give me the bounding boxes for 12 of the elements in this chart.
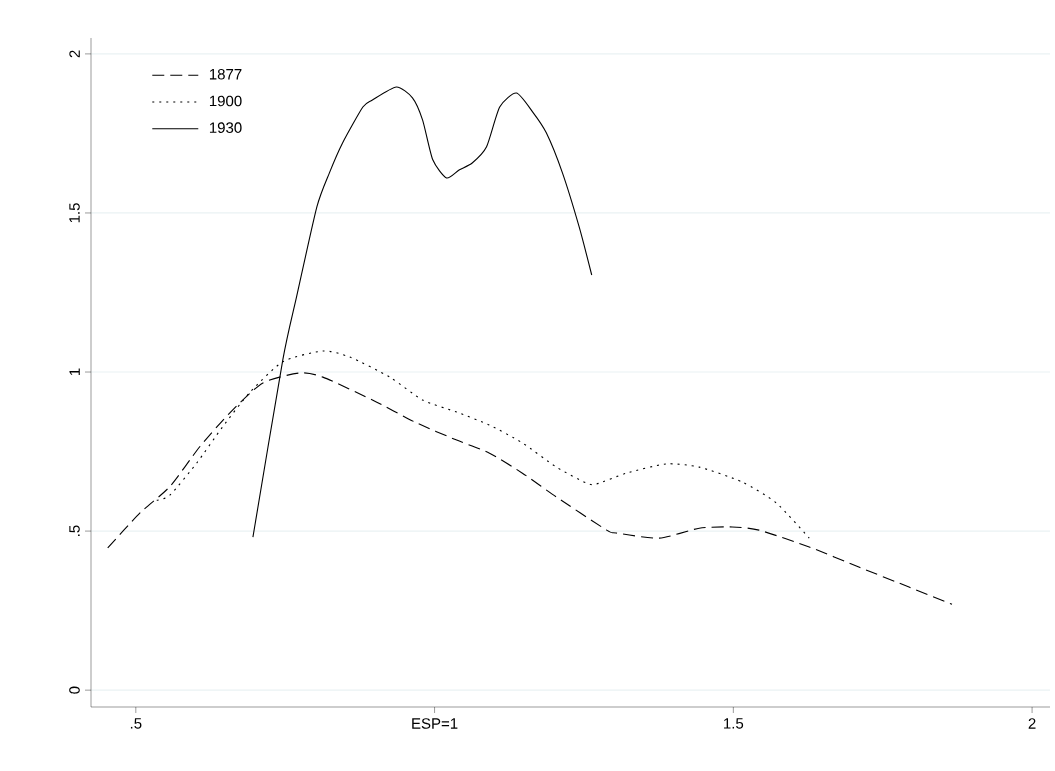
y-tick-label: 1.5 bbox=[69, 203, 80, 223]
y-tick-label: .5 bbox=[69, 525, 80, 536]
x-tick-label: ESP=1 bbox=[412, 718, 458, 729]
legend-label: 1877 bbox=[209, 68, 242, 80]
x-tick-label: 1.5 bbox=[724, 718, 744, 729]
y-tick-label: 0 bbox=[69, 686, 80, 694]
y-tick-label: 1 bbox=[69, 368, 80, 376]
x-tick-label: .5 bbox=[130, 718, 142, 729]
y-tick-label: 2 bbox=[69, 50, 80, 58]
legend-label: 1900 bbox=[209, 95, 242, 107]
x-tick-label: 2 bbox=[1028, 718, 1036, 729]
legend-label: 1930 bbox=[209, 122, 242, 133]
